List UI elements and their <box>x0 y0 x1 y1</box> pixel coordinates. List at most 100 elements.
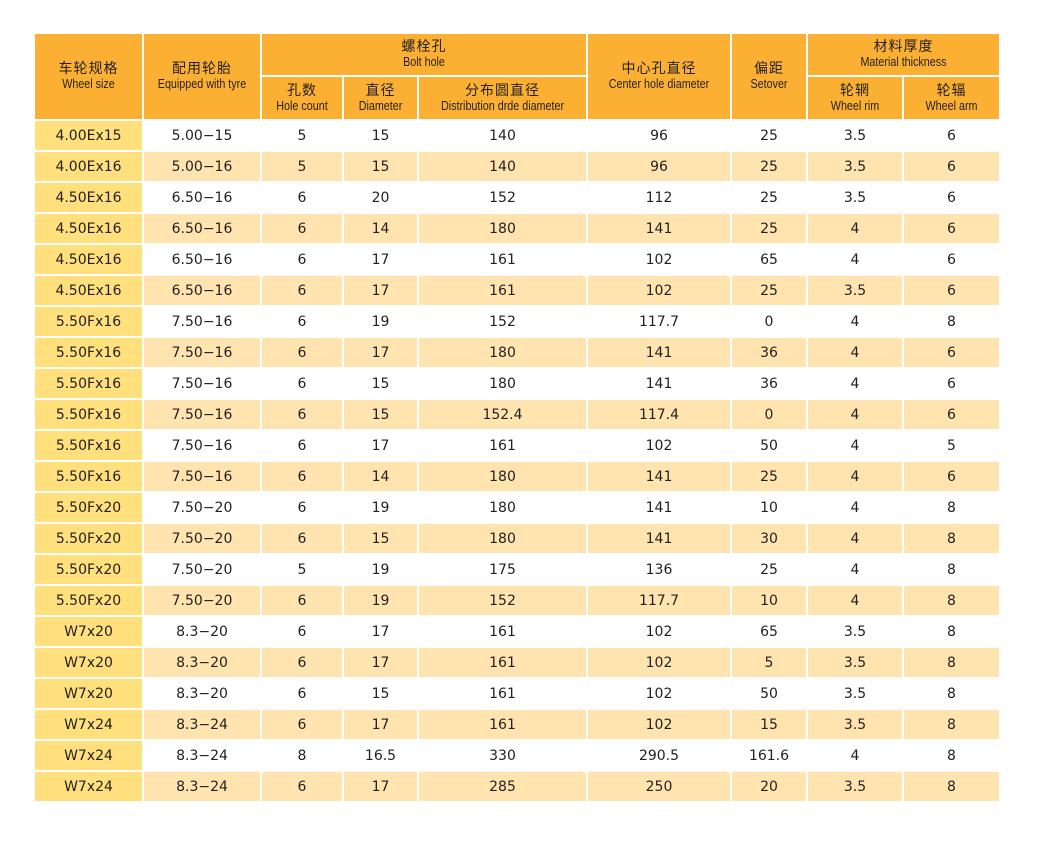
cell-wheel-rim: 3.5 <box>808 710 902 739</box>
cell-wheel-size: W7x20 <box>35 679 142 708</box>
cell-hole-count: 6 <box>262 772 342 801</box>
cell-diameter: 17 <box>344 431 417 460</box>
cell-hole-count: 6 <box>262 276 342 305</box>
cell-center-hole: 141 <box>588 493 730 522</box>
table-row: W7x20 8.3−20 6 17 161 102 65 3.5 8 <box>35 617 999 646</box>
cell-hole-count: 6 <box>262 214 342 243</box>
cell-hole-count: 6 <box>262 245 342 274</box>
cell-setover: 50 <box>732 431 806 460</box>
header-hole-count: 孔数 Hole count <box>262 77 342 119</box>
cell-wheel-arm: 6 <box>904 152 999 181</box>
cell-wheel-arm: 6 <box>904 276 999 305</box>
cell-wheel-arm: 6 <box>904 214 999 243</box>
cell-setover: 10 <box>732 586 806 615</box>
cell-wheel-rim: 4 <box>808 431 902 460</box>
header-setover: 偏距 Setover <box>732 34 806 119</box>
cell-hole-count: 6 <box>262 617 342 646</box>
table-row: W7x24 8.3−24 6 17 161 102 15 3.5 8 <box>35 710 999 739</box>
table-row: 4.50Ex16 6.50−16 6 20 152 112 25 3.5 6 <box>35 183 999 212</box>
cell-wheel-rim: 3.5 <box>808 648 902 677</box>
cell-diameter: 17 <box>344 772 417 801</box>
cell-diameter: 17 <box>344 338 417 367</box>
cell-diameter: 15 <box>344 121 417 150</box>
table-row: W7x24 8.3−24 6 17 285 250 20 3.5 8 <box>35 772 999 801</box>
cell-diameter: 14 <box>344 214 417 243</box>
cell-wheel-arm: 8 <box>904 493 999 522</box>
cell-diameter: 15 <box>344 369 417 398</box>
cell-diameter: 15 <box>344 400 417 429</box>
table-row: W7x24 8.3−24 8 16.5 330 290.5 161.6 4 8 <box>35 741 999 770</box>
cell-pcd: 161 <box>419 710 586 739</box>
cell-tyre: 8.3−24 <box>144 772 260 801</box>
cell-tyre: 7.50−16 <box>144 431 260 460</box>
table-row: 5.50Fx20 7.50−20 6 19 152 117.7 10 4 8 <box>35 586 999 615</box>
cell-wheel-rim: 3.5 <box>808 183 902 212</box>
cell-center-hole: 112 <box>588 183 730 212</box>
cell-wheel-arm: 8 <box>904 679 999 708</box>
header-bolt-hole: 螺栓孔 Bolt hole <box>262 34 586 75</box>
cell-wheel-rim: 4 <box>808 555 902 584</box>
cell-pcd: 180 <box>419 338 586 367</box>
cell-wheel-rim: 4 <box>808 214 902 243</box>
cell-center-hole: 102 <box>588 431 730 460</box>
cell-setover: 25 <box>732 214 806 243</box>
cell-hole-count: 6 <box>262 648 342 677</box>
cell-wheel-rim: 4 <box>808 493 902 522</box>
cell-tyre: 8.3−20 <box>144 648 260 677</box>
cell-diameter: 19 <box>344 493 417 522</box>
cell-setover: 15 <box>732 710 806 739</box>
cell-setover: 36 <box>732 369 806 398</box>
cell-hole-count: 5 <box>262 152 342 181</box>
cell-wheel-arm: 8 <box>904 772 999 801</box>
cell-hole-count: 6 <box>262 338 342 367</box>
cell-tyre: 7.50−20 <box>144 524 260 553</box>
cell-wheel-arm: 6 <box>904 245 999 274</box>
cell-diameter: 15 <box>344 524 417 553</box>
cell-wheel-rim: 4 <box>808 369 902 398</box>
cell-wheel-size: 4.00Ex15 <box>35 121 142 150</box>
cell-wheel-size: W7x24 <box>35 710 142 739</box>
header-diameter: 直径 Diameter <box>344 77 417 119</box>
cell-hole-count: 6 <box>262 679 342 708</box>
cell-setover: 161.6 <box>732 741 806 770</box>
table-row: 4.50Ex16 6.50−16 6 17 161 102 25 3.5 6 <box>35 276 999 305</box>
table-row: 5.50Fx16 7.50−16 6 17 161 102 50 4 5 <box>35 431 999 460</box>
cell-center-hole: 102 <box>588 276 730 305</box>
cell-center-hole: 141 <box>588 524 730 553</box>
cell-wheel-rim: 4 <box>808 400 902 429</box>
cell-wheel-size: 5.50Fx20 <box>35 555 142 584</box>
cell-tyre: 6.50−16 <box>144 276 260 305</box>
cell-diameter: 15 <box>344 152 417 181</box>
cell-hole-count: 6 <box>262 183 342 212</box>
table-row: W7x20 8.3−20 6 15 161 102 50 3.5 8 <box>35 679 999 708</box>
table-body: 4.00Ex15 5.00−15 5 15 140 96 25 3.5 6 4.00Ex16 5.0… <box>35 121 999 801</box>
cell-tyre: 7.50−16 <box>144 462 260 491</box>
cell-wheel-size: 5.50Fx20 <box>35 586 142 615</box>
cell-diameter: 17 <box>344 245 417 274</box>
cell-wheel-size: 4.50Ex16 <box>35 183 142 212</box>
cell-wheel-rim: 4 <box>808 524 902 553</box>
table-row: 5.50Fx16 7.50−16 6 14 180 141 25 4 6 <box>35 462 999 491</box>
table-row: 4.00Ex16 5.00−16 5 15 140 96 25 3.5 6 <box>35 152 999 181</box>
table-row: 5.50Fx16 7.50−16 6 15 152.4 117.4 0 4 6 <box>35 400 999 429</box>
cell-tyre: 8.3−20 <box>144 679 260 708</box>
cell-diameter: 17 <box>344 710 417 739</box>
cell-hole-count: 6 <box>262 307 342 336</box>
cell-center-hole: 141 <box>588 369 730 398</box>
cell-setover: 50 <box>732 679 806 708</box>
cell-wheel-size: W7x24 <box>35 772 142 801</box>
cell-center-hole: 96 <box>588 121 730 150</box>
cell-hole-count: 8 <box>262 741 342 770</box>
cell-wheel-arm: 8 <box>904 741 999 770</box>
header-wheel-rim: 轮辋 Wheel rim <box>808 77 902 119</box>
table-row: 5.50Fx20 7.50−20 5 19 175 136 25 4 8 <box>35 555 999 584</box>
cell-wheel-arm: 8 <box>904 524 999 553</box>
cell-wheel-arm: 6 <box>904 338 999 367</box>
cell-center-hole: 102 <box>588 710 730 739</box>
header-center-hole: 中心孔直径 Center hole diameter <box>588 34 730 119</box>
cell-pcd: 330 <box>419 741 586 770</box>
cell-wheel-size: 5.50Fx16 <box>35 400 142 429</box>
cell-wheel-rim: 4 <box>808 245 902 274</box>
cell-wheel-arm: 6 <box>904 121 999 150</box>
table-row: W7x20 8.3−20 6 17 161 102 5 3.5 8 <box>35 648 999 677</box>
